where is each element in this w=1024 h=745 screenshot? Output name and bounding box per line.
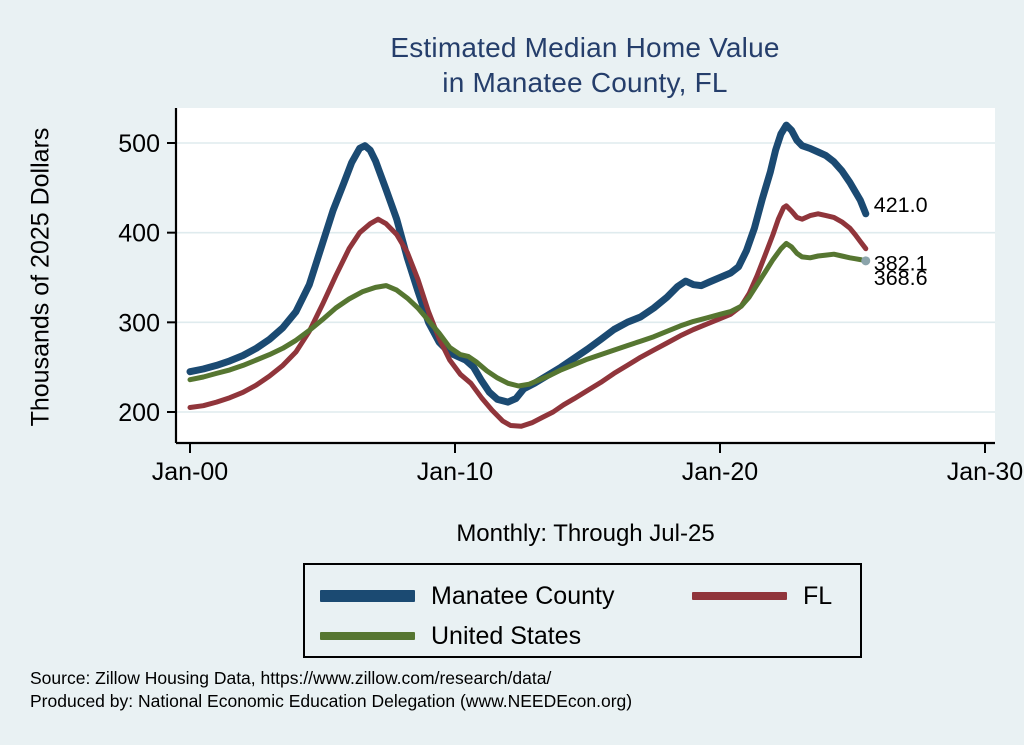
x-tick-label-Jan-30: Jan-30 [947,458,1023,486]
end-label-manatee-county: 421.0 [874,193,928,217]
legend-label-manatee-county: Manatee County [431,582,615,610]
x-tick-label-Jan-20: Jan-20 [682,458,758,486]
source-line-1: Source: Zillow Housing Data, https://www… [30,668,552,688]
legend-swatch-manatee-county [320,590,415,602]
y-axis-title: Thousands of 2025 Dollars [26,127,55,427]
y-tick-label-400: 400 [118,220,160,248]
legend-label-fl: FL [803,582,833,610]
y-tick-label-500: 500 [118,130,160,158]
chart-subtitle: Monthly: Through Jul-25 [456,520,715,547]
legend-swatch-united-states [320,632,415,640]
chart-title: Estimated Median Home Value in Manatee C… [120,30,1024,100]
y-tick-label-200: 200 [118,399,160,427]
chart-title-line2: in Manatee County, FL [442,67,728,98]
legend-swatch-fl [692,592,787,600]
legend-box: Manatee County FL United States [303,563,862,658]
end-label-united-states: 368.6 [874,266,928,290]
series-line-fl [187,203,869,429]
end-marker-dot-united-states [861,256,871,266]
source-line-2: Produced by: National Economic Education… [30,691,633,711]
end-label-fl: 382.1 [874,252,928,276]
series-line-united-states [187,240,869,389]
source-note: Source: Zillow Housing Data, https://www… [30,667,1010,713]
chart-title-line1: Estimated Median Home Value [390,32,780,63]
x-tick-label-Jan-10: Jan-10 [417,458,493,486]
y-tick-label-300: 300 [118,309,160,337]
legend-label-united-states: United States [431,622,582,650]
x-tick-label-Jan-00: Jan-00 [152,458,228,486]
